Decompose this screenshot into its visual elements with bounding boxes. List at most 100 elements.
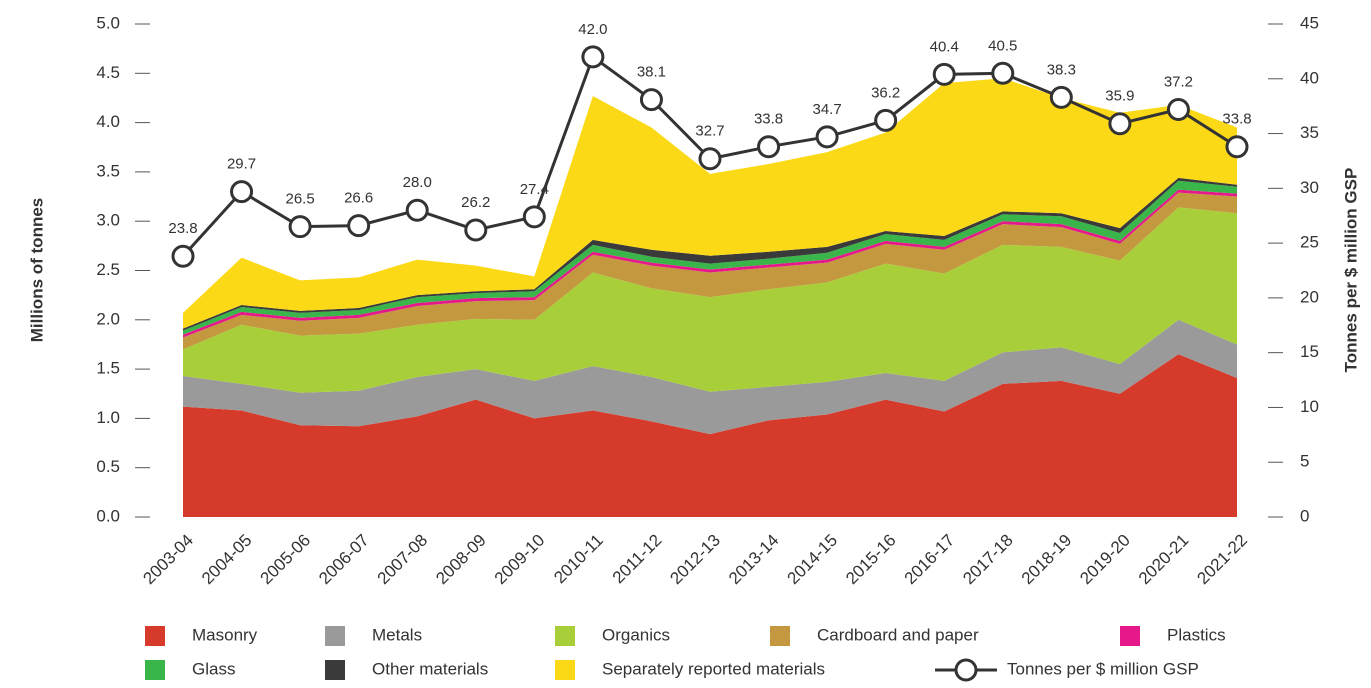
y2-tick-label: 5 (1300, 452, 1309, 471)
legend-label: Masonry (192, 625, 258, 644)
x-tick-label: 2020-21 (1135, 531, 1193, 589)
data-label: 34.7 (813, 101, 842, 118)
line-marker (639, 88, 663, 112)
y-tick-label: 5.0 (96, 13, 120, 32)
line-marker (1166, 97, 1190, 121)
x-tick-label: 2012-13 (666, 531, 724, 589)
line-marker (581, 45, 605, 69)
line-marker (1049, 85, 1073, 109)
legend-label: Organics (602, 625, 670, 644)
y-tick-label: 0.0 (96, 506, 120, 525)
y-axis-title: Millions of tonnes (27, 198, 46, 343)
line-marker (698, 147, 722, 171)
data-label: 42.0 (578, 21, 607, 38)
y-tick-label: 0.5 (96, 457, 120, 476)
x-tick-label: 2011-12 (609, 531, 666, 588)
line-marker (874, 108, 898, 132)
y2-axis-title: Tonnes per $ million GSP (1341, 168, 1360, 373)
line-marker (288, 215, 312, 239)
legend-swatch (555, 626, 575, 646)
x-tick-label: 2019-20 (1076, 531, 1134, 589)
data-label: 23.8 (168, 220, 197, 237)
y-tick-label: 2.5 (96, 260, 120, 279)
y-tick-label: 1.5 (96, 359, 120, 378)
line-marker (522, 205, 546, 229)
data-label: 26.2 (461, 194, 490, 211)
data-label: 33.8 (1222, 111, 1251, 128)
legend-label: Glass (192, 659, 235, 678)
legend-label: Metals (372, 625, 422, 644)
data-label: 40.4 (930, 38, 959, 55)
x-tick-label: 2010-11 (550, 531, 607, 588)
legend-swatch (325, 660, 345, 680)
x-tick-label: 2014-15 (784, 531, 842, 589)
line-marker (932, 62, 956, 86)
legend-label: Cardboard and paper (817, 625, 979, 644)
area (183, 192, 1237, 350)
data-label: 35.9 (1105, 88, 1134, 105)
data-label: 26.6 (344, 190, 373, 207)
area (183, 180, 1237, 335)
line-marker (230, 180, 254, 204)
data-label: 37.2 (1164, 73, 1193, 90)
y-tick-label: 2.0 (96, 309, 120, 328)
line-marker (991, 61, 1015, 85)
x-tick-label: 2007-08 (374, 531, 432, 589)
y-tick-label: 3.5 (96, 161, 120, 180)
line-marker (1108, 112, 1132, 136)
legend-swatch (325, 626, 345, 646)
y2-tick-label: 20 (1300, 287, 1319, 306)
legend-label: Other materials (372, 659, 488, 678)
x-tick-label: 2013-14 (725, 531, 783, 589)
x-tick-label: 2008-09 (432, 531, 490, 589)
data-label: 27.4 (520, 181, 549, 198)
area (183, 354, 1237, 517)
x-tick-label: 2005-06 (257, 531, 315, 589)
area (183, 207, 1237, 393)
x-tick-label: 2003-04 (139, 531, 197, 589)
y2-tick-label: 30 (1300, 178, 1319, 197)
data-label: 38.1 (637, 64, 666, 81)
y-tick-label: 1.0 (96, 408, 120, 427)
data-label: 32.7 (695, 123, 724, 140)
x-tick-label: 2015-16 (842, 531, 900, 589)
x-tick-label: 2017-18 (959, 531, 1017, 589)
area (183, 319, 1237, 435)
data-label: 36.2 (871, 84, 900, 101)
x-tick-label: 2004-05 (198, 531, 256, 589)
area (183, 78, 1237, 329)
data-label: 26.5 (286, 191, 315, 208)
x-tick-label: 2009-10 (491, 531, 549, 589)
legend-label: Separately reported materials (602, 659, 825, 678)
line-marker (815, 125, 839, 149)
legend-swatch (145, 626, 165, 646)
y2-tick-label: 40 (1300, 68, 1319, 87)
line-marker (1225, 135, 1249, 159)
line-marker (757, 135, 781, 159)
data-label: 28.0 (403, 174, 432, 191)
legend-swatch (555, 660, 575, 680)
y2-tick-label: 25 (1300, 233, 1319, 252)
legend-swatch (770, 626, 790, 646)
line-marker (464, 218, 488, 242)
data-label: 38.3 (1047, 61, 1076, 78)
y2-tick-label: 35 (1300, 123, 1319, 142)
legend-swatch (145, 660, 165, 680)
y-tick-label: 4.0 (96, 112, 120, 131)
x-tick-label: 2021-22 (1193, 531, 1251, 589)
y-tick-label: 4.5 (96, 63, 120, 82)
y2-tick-label: 10 (1300, 397, 1319, 416)
legend-marker (954, 658, 978, 682)
x-tick-label: 2016-17 (901, 531, 959, 589)
line-marker (347, 214, 371, 238)
y2-tick-label: 15 (1300, 342, 1319, 361)
line-marker (171, 244, 195, 268)
legend-swatch (1120, 626, 1140, 646)
y2-tick-label: 0 (1300, 506, 1309, 525)
x-tick-label: 2018-19 (1018, 531, 1076, 589)
y-tick-label: 3.0 (96, 211, 120, 230)
data-label: 29.7 (227, 156, 256, 173)
legend-label: Plastics (1167, 625, 1226, 644)
data-label: 33.8 (754, 111, 783, 128)
